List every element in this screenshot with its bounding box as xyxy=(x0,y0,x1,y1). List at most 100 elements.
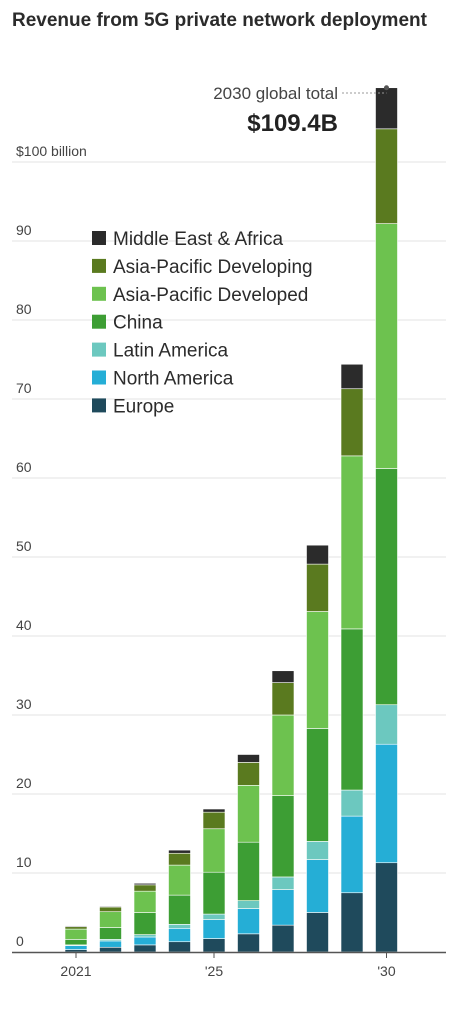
y-tick-label: $100 billion xyxy=(16,143,87,159)
bar-segment: Latin America 2027: 1.6 xyxy=(271,876,295,890)
callout-label: 2030 global total xyxy=(213,84,338,103)
bar-segment: Europe 2023: 0.9 xyxy=(133,944,157,953)
bar-segment: Middle East & Africa 2024: 0.4 xyxy=(168,849,191,854)
bar-segment: Asia-Pacific Developed 2028: 14.8 xyxy=(306,611,329,729)
bar-segment: Asia-Pacific Developing 2029: 8.5 xyxy=(340,388,364,457)
bar-segment: Latin America 2024: 0.5 xyxy=(168,924,191,929)
y-tick-label: 60 xyxy=(16,459,32,475)
callout-dot xyxy=(384,85,389,91)
bar-segment: Asia-Pacific Developing 2022: 0.6 xyxy=(99,906,122,913)
bar-segment: Asia-Pacific Developed 2030: 31 xyxy=(375,223,398,469)
bar-segment: Europe 2026: 2.3 xyxy=(237,933,260,953)
bar-segment: Europe 2030: 11.3 xyxy=(375,862,398,953)
y-tick-label: 10 xyxy=(16,854,32,870)
legend-label: China xyxy=(113,313,163,334)
bar-segment: Europe 2029: 7.5 xyxy=(340,892,364,953)
bar-segment: Latin America 2025: 0.7 xyxy=(202,913,226,920)
bar-segment: Latin America 2028: 2.3 xyxy=(306,841,329,860)
bar-segment: Middle East & Africa 2021: 0.1 xyxy=(64,925,88,928)
bar-segment: Middle East & Africa 2026: 1 xyxy=(237,754,260,763)
x-tick-label: '25 xyxy=(205,963,223,979)
bar-segment: China 2029: 20.4 xyxy=(340,628,364,791)
bar-segment: North America 2027: 4.5 xyxy=(271,889,295,926)
bar-segment: Asia-Pacific Developed 2023: 2.7 xyxy=(133,890,157,913)
legend-swatch xyxy=(92,314,106,329)
bar-segment: China 2024: 3.7 xyxy=(168,894,191,925)
y-tick-label: 0 xyxy=(16,933,24,949)
gridlines xyxy=(12,161,446,874)
bar-segment: Asia-Pacific Developed 2029: 21.9 xyxy=(340,455,364,630)
bar-segment: Middle East & Africa 2023: 0.2 xyxy=(133,882,157,886)
bar-segment: China 2030: 29.9 xyxy=(375,468,398,706)
bar-segment: Asia-Pacific Developed 2025: 5.5 xyxy=(202,828,226,873)
bar-segment: Asia-Pacific Developing 2027: 4.1 xyxy=(271,682,295,716)
bar-segment: North America 2022: 0.8 xyxy=(99,940,122,948)
callout-value: $109.4B xyxy=(247,110,338,137)
bar-segment: Latin America 2029: 3.3 xyxy=(340,789,364,817)
bar-segment: North America 2023: 1 xyxy=(133,936,157,946)
legend-label: Latin America xyxy=(113,341,229,362)
bar-segment: Latin America 2023: 0.3 xyxy=(133,934,157,938)
bar-segment: North America 2026: 3.2 xyxy=(237,908,260,935)
x-tick-label: '30 xyxy=(377,963,395,979)
legend-label: Asia-Pacific Developing xyxy=(113,257,313,278)
legend-swatch xyxy=(92,398,106,413)
bar-segment: Europe 2024: 1.3 xyxy=(168,941,191,953)
bar-segment: Asia-Pacific Developing 2028: 6 xyxy=(306,563,329,612)
bar-segment: North America 2030: 15 xyxy=(375,743,398,864)
bar-segment: Asia-Pacific Developing 2030: 12 xyxy=(375,128,398,224)
bar-segment: Middle East & Africa 2028: 2.4 xyxy=(306,544,329,565)
bar-segment: China 2023: 2.8 xyxy=(133,912,157,935)
bar-segment: Latin America 2026: 1 xyxy=(237,900,260,909)
bar-segment: Asia-Pacific Developed 2021: 1.3 xyxy=(64,928,88,940)
bar-segment: North America 2021: 0.5 xyxy=(64,945,88,950)
bar-segment: Asia-Pacific Developed 2022: 2 xyxy=(99,911,122,928)
y-axis-ticks: 0 10 20 30 40 50 60 70 80 90 $100 billion xyxy=(16,143,87,949)
bar-segment: China 2027: 10.3 xyxy=(271,795,295,878)
bar-segment: North America 2025: 2.4 xyxy=(202,919,226,939)
total-callout: 2030 global total $109.4B xyxy=(213,84,389,137)
bar-segment: China 2021: 0.7 xyxy=(64,939,88,946)
bar-segment: Latin America 2030: 5 xyxy=(375,704,398,745)
bar-segment: Middle East & Africa 2029: 3.1 xyxy=(340,363,364,390)
legend-swatch xyxy=(92,231,106,245)
legend-label: Europe xyxy=(113,396,174,417)
bar-segment: Europe 2025: 1.7 xyxy=(202,938,226,953)
chart-title: Revenue from 5G private network deployme… xyxy=(12,10,427,31)
bar-segment: Asia-Pacific Developing 2025: 2.1 xyxy=(202,811,226,830)
y-tick-label: 80 xyxy=(16,301,32,317)
legend: Middle East & Africa Asia-Pacific Develop… xyxy=(92,229,313,417)
bar-segment: Europe 2022: 0.6 xyxy=(99,946,122,953)
bar-segment: Asia-Pacific Developing 2024: 1.5 xyxy=(168,852,191,866)
bar-segment: Middle East & Africa 2022: 0.1 xyxy=(99,905,122,908)
bar-segment: Asia-Pacific Developed 2024: 3.8 xyxy=(168,864,191,896)
bar-segment: Asia-Pacific Developing 2026: 2.9 xyxy=(237,762,260,786)
bar-segment: Middle East & Africa 2030: 5.2 xyxy=(375,87,398,130)
bar-segment: North America 2029: 9.7 xyxy=(340,815,364,894)
y-tick-label: 50 xyxy=(16,538,32,554)
bar-segment: Middle East & Africa 2025: 0.4 xyxy=(202,808,226,813)
bar-segment: Asia-Pacific Developed 2027: 10.2 xyxy=(271,714,295,796)
bar-segment: Middle East & Africa 2027: 1.5 xyxy=(271,670,295,683)
y-tick-label: 90 xyxy=(16,222,32,238)
x-axis: 2021 '25 '30 xyxy=(12,951,446,979)
legend-label: Asia-Pacific Developed xyxy=(113,285,308,306)
y-tick-label: 20 xyxy=(16,775,32,791)
y-tick-label: 70 xyxy=(16,380,32,396)
bar-segment: China 2028: 14.3 xyxy=(306,728,329,842)
bar-segment: China 2022: 1.5 xyxy=(99,927,122,940)
legend-swatch xyxy=(92,370,106,385)
legend-swatch xyxy=(92,342,106,357)
bar-segment: Europe 2027: 3.4 xyxy=(271,924,295,953)
y-tick-label: 40 xyxy=(16,617,32,633)
legend-label: North America xyxy=(113,369,234,390)
bar-segment: Asia-Pacific Developed 2026: 7.2 xyxy=(237,785,260,843)
legend-label: Middle East & Africa xyxy=(113,229,283,250)
bars: Europe 2021: 0.3North America 2021: 0.5 L… xyxy=(64,87,398,953)
bar-segment: Asia-Pacific Developing 2021: 0.3 xyxy=(64,926,88,930)
bar-segment: Europe 2028: 5 xyxy=(306,912,329,953)
legend-swatch xyxy=(92,258,106,273)
x-tick-label: 2021 xyxy=(60,963,91,979)
bar-segment: China 2026: 7.4 xyxy=(237,841,260,901)
